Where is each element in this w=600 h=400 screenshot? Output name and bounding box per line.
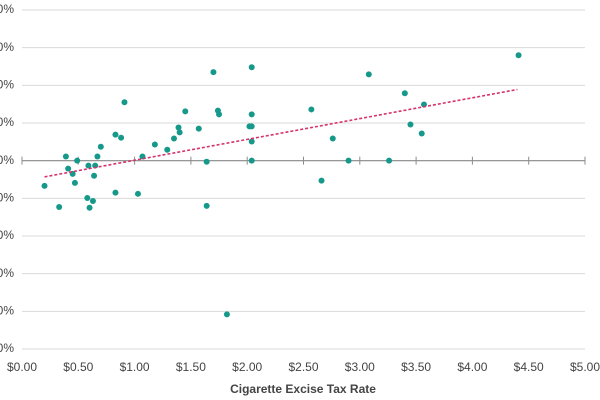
point — [56, 203, 63, 210]
point — [223, 311, 230, 318]
x-tick-label: $2.50 — [288, 360, 318, 374]
point — [248, 123, 255, 130]
point — [84, 194, 91, 201]
y-tick-label: -20% — [0, 228, 14, 242]
x-axis-title: Cigarette Excise Tax Rate — [230, 382, 376, 396]
y-tick-label: 20% — [0, 78, 14, 92]
point — [203, 158, 210, 165]
point — [203, 202, 210, 209]
point — [134, 190, 141, 197]
point — [175, 124, 182, 131]
point — [407, 121, 414, 128]
x-tick-label: $0.50 — [63, 360, 93, 374]
point — [121, 99, 128, 106]
point — [248, 111, 255, 118]
y-tick-label: 40% — [0, 2, 14, 16]
point — [176, 129, 183, 136]
point — [515, 52, 522, 59]
x-tick-label: $4.50 — [514, 360, 544, 374]
point — [89, 197, 96, 204]
point — [112, 131, 119, 138]
point — [418, 130, 425, 137]
point — [41, 182, 48, 189]
point — [151, 141, 158, 148]
y-tick-label: -50% — [0, 341, 14, 355]
y-tick-label: 0% — [0, 153, 14, 167]
point — [94, 153, 101, 160]
point — [91, 172, 98, 179]
point — [164, 146, 171, 153]
point — [74, 157, 81, 164]
point — [182, 108, 189, 115]
x-tick-label: $3.50 — [401, 360, 431, 374]
point — [118, 134, 125, 141]
point — [345, 157, 352, 164]
point — [85, 162, 92, 169]
point — [248, 64, 255, 71]
point — [216, 111, 223, 118]
trendline — [44, 88, 518, 178]
y-tick-label: -30% — [0, 266, 14, 280]
x-tick-label: $1.50 — [176, 360, 206, 374]
point — [248, 138, 255, 145]
point — [86, 204, 93, 211]
x-tick-label: $5.00 — [570, 360, 600, 374]
point — [97, 143, 104, 150]
x-tick-label: $4.00 — [457, 360, 487, 374]
point — [195, 125, 202, 132]
point — [329, 135, 336, 142]
point — [365, 71, 372, 78]
x-tick-label: $1.00 — [120, 360, 150, 374]
point — [318, 177, 325, 184]
x-tick-label: $0.00 — [7, 360, 37, 374]
x-tick-label: $2.00 — [232, 360, 262, 374]
point — [308, 106, 315, 113]
y-tick-label: 10% — [0, 115, 14, 129]
point — [62, 153, 69, 160]
x-tick-label: $3.00 — [345, 360, 375, 374]
point — [71, 179, 78, 186]
point — [248, 157, 255, 164]
point — [401, 90, 408, 97]
y-tick-label: -40% — [0, 304, 14, 318]
point — [386, 157, 393, 164]
point — [210, 69, 217, 76]
point — [65, 165, 72, 172]
y-tick-label: 30% — [0, 40, 14, 54]
point — [171, 135, 178, 142]
point — [112, 189, 119, 196]
y-tick-label: -10% — [0, 191, 14, 205]
